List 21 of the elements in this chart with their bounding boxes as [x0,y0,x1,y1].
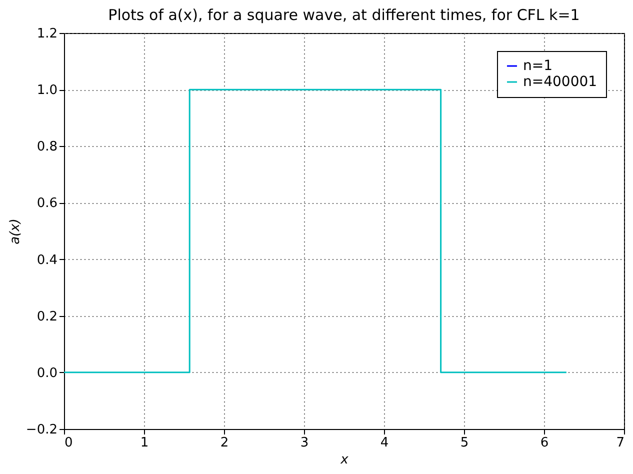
legend-label: n=1 [523,58,553,74]
x-tick-label: 0 [64,436,73,450]
x-tick-label: 3 [300,436,309,450]
y-tick-label: 0.4 [36,252,58,268]
y-tick-label: 1.2 [36,26,58,42]
x-tick-label: 4 [380,436,389,450]
y-tick-label: 0.2 [36,309,58,324]
x-tick-label: 1 [140,436,149,450]
y-axis-title: a(x) [8,218,23,244]
legend-label: n=400001 [523,74,598,90]
x-axis-title: x [340,452,349,468]
x-tick-label: 6 [540,436,549,450]
y-tick-label: 0.0 [36,366,58,381]
y-tick-label: 0.6 [36,196,58,212]
x-tick-label: 2 [220,436,229,450]
y-tick-label: 1.0 [36,83,58,98]
y-tick-label: 0.8 [36,140,58,155]
x-tick-label: 5 [460,436,469,450]
y-tick-label: −0.2 [26,422,58,438]
x-tick-label: 7 [616,436,624,450]
chart-title: Plots of a(x), for a square wave, at different times, for CFL k=1 [108,6,580,24]
